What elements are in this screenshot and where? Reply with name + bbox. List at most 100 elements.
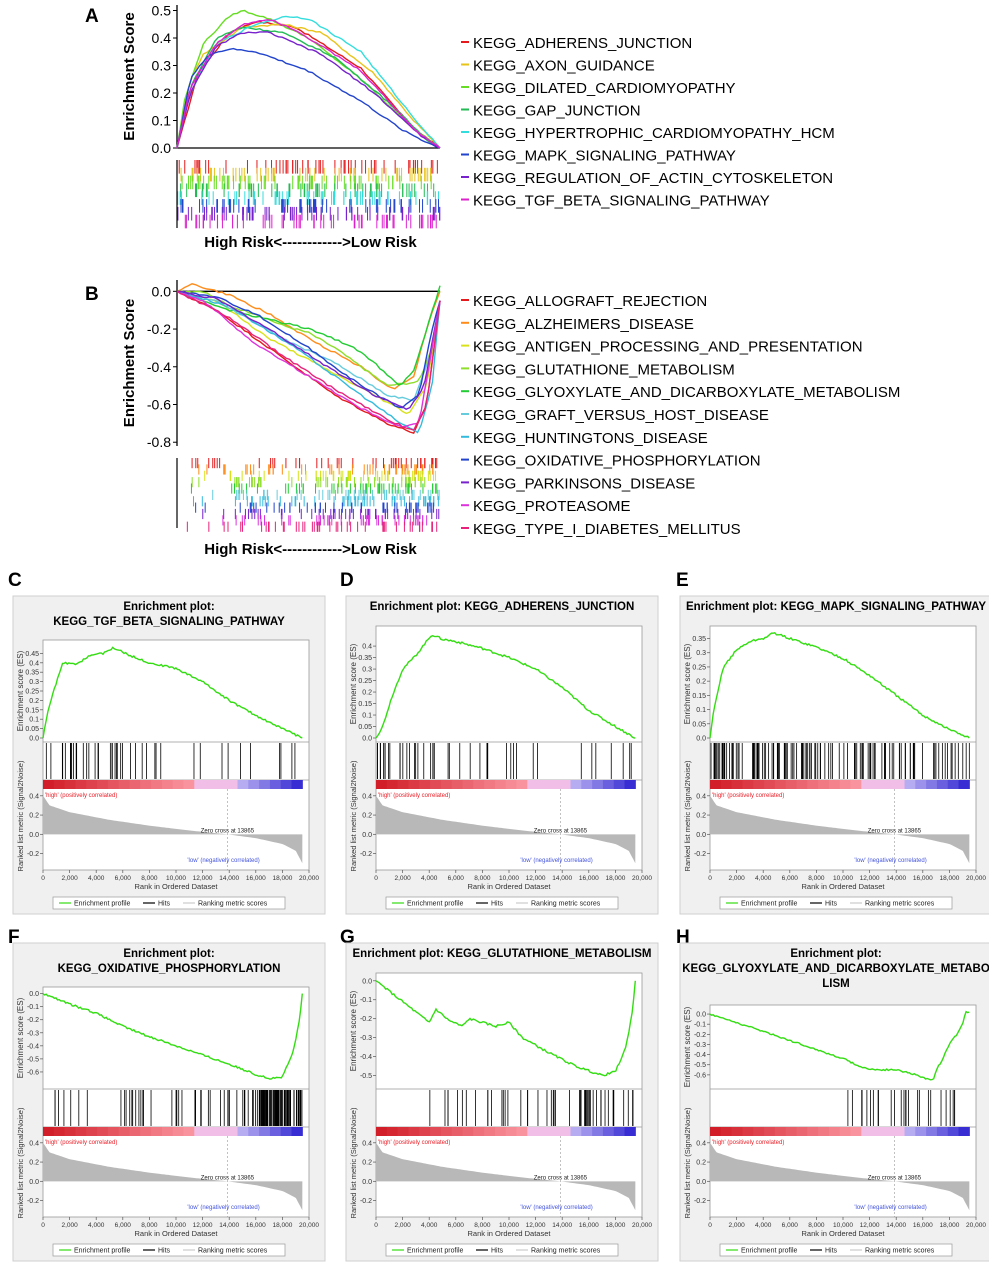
es-axis-label: Enrichment score (ES) bbox=[683, 643, 692, 724]
es-tick-label: 0.15 bbox=[692, 693, 706, 700]
y-tick-label: -0.6 bbox=[147, 397, 171, 413]
rank-colour-bar bbox=[613, 1127, 626, 1136]
es-tick-label: -0.2 bbox=[27, 1017, 39, 1024]
zero-cross-label: Zero cross at 13865 bbox=[534, 828, 588, 834]
es-tick-label: -0.6 bbox=[694, 1072, 706, 1079]
x-tick-label: 4,000 bbox=[88, 1222, 105, 1229]
x-tick-label: 8,000 bbox=[808, 875, 825, 882]
x-axis-label: Rank in Ordered Dataset bbox=[468, 1229, 552, 1238]
x-tick-label: 12,000 bbox=[860, 1222, 880, 1229]
legend-entry: KEGG_PROTEASOME bbox=[473, 498, 631, 515]
rank-colour-bar bbox=[118, 1127, 130, 1136]
rank-colour-bar bbox=[936, 780, 949, 789]
legend-entry: Enrichment profile bbox=[407, 901, 464, 908]
x-tick-label: 18,000 bbox=[272, 1222, 292, 1229]
metric-tick-label: 0.4 bbox=[696, 1140, 706, 1147]
legend-entry: KEGG_TGF_BETA_SIGNALING_PATHWAY bbox=[473, 193, 770, 210]
rank-colour-bar bbox=[581, 780, 593, 789]
es-axis-label: Enrichment score (ES) bbox=[349, 990, 358, 1071]
es-tick-label: 0.0 bbox=[362, 978, 372, 985]
rank-colour-bar bbox=[548, 1127, 561, 1136]
series-line-9 bbox=[176, 290, 441, 410]
zero-cross-label: Zero cross at 13865 bbox=[534, 1175, 588, 1181]
plot-title: KEGG_TGF_BETA_SIGNALING_PATHWAY bbox=[53, 616, 285, 628]
x-tick-label: 16,000 bbox=[579, 875, 599, 882]
x-tick-label: 6,000 bbox=[448, 875, 465, 882]
es-tick-label: 0.0 bbox=[29, 736, 39, 743]
es-tick-label: -0.4 bbox=[27, 1043, 39, 1050]
legend-entry: Enrichment profile bbox=[741, 901, 798, 908]
x-tick-label: 16,000 bbox=[246, 875, 266, 882]
low-label: 'low' (negatively correlated) bbox=[854, 858, 926, 864]
metric-tick-label: 0.4 bbox=[362, 1140, 372, 1147]
rank-colour-bar bbox=[516, 1127, 528, 1136]
rank-colour-bar bbox=[505, 780, 517, 789]
x-tick-label: 10,000 bbox=[499, 1222, 519, 1229]
es-tick-label: 0.1 bbox=[362, 713, 372, 720]
series-line-8 bbox=[176, 290, 441, 409]
rank-colour-bar bbox=[129, 780, 141, 789]
es-tick-label: -0.3 bbox=[27, 1030, 39, 1037]
rank-colour-bar bbox=[440, 780, 453, 789]
x-tick-label: 2,000 bbox=[394, 1222, 411, 1229]
x-tick-label: 2,000 bbox=[61, 1222, 78, 1229]
rank-colour-bar bbox=[259, 1127, 271, 1136]
es-tick-label: -0.1 bbox=[694, 1022, 706, 1029]
legend-entry: KEGG_DILATED_CARDIOMYOPATHY bbox=[473, 80, 736, 97]
rank-colour-bar bbox=[785, 1127, 797, 1136]
rank-colour-bar bbox=[958, 780, 970, 789]
rank-colour-bar bbox=[172, 780, 184, 789]
ranking-metric-area bbox=[376, 795, 636, 864]
x-tick-label: 6,000 bbox=[782, 875, 799, 882]
x-axis-label: Rank in Ordered Dataset bbox=[468, 882, 552, 891]
rank-colour-bar bbox=[850, 1127, 862, 1136]
rank-colour-bar bbox=[592, 780, 604, 789]
es-tick-label: 0.05 bbox=[358, 724, 372, 731]
x-tick-label: 14,000 bbox=[552, 1222, 572, 1229]
x-axis-label: Rank in Ordered Dataset bbox=[802, 882, 886, 891]
y-tick-label: -0.2 bbox=[147, 321, 171, 337]
metric-tick-label: 0.2 bbox=[696, 1160, 706, 1167]
metric-axis-label: Ranked list metric (Signal2Noise) bbox=[16, 760, 25, 871]
metric-tick-label: 0.2 bbox=[362, 1160, 372, 1167]
rank-colour-bar bbox=[248, 1127, 260, 1136]
rank-colour-bar bbox=[559, 1127, 572, 1136]
x-tick-label: 4,000 bbox=[755, 1222, 772, 1229]
rank-colour-bar bbox=[97, 1127, 109, 1136]
es-tick-label: 0.3 bbox=[362, 667, 372, 674]
series-line-10 bbox=[176, 290, 441, 428]
rank-colour-bar bbox=[376, 1127, 388, 1136]
metric-tick-label: 0.2 bbox=[362, 813, 372, 820]
rank-colour-bar bbox=[710, 1127, 722, 1136]
es-tick-label: 0.4 bbox=[29, 660, 39, 667]
x-tick-label: 8,000 bbox=[808, 1222, 825, 1229]
rank-colour-bar bbox=[462, 1127, 474, 1136]
rank-colour-bar bbox=[602, 1127, 615, 1136]
es-tick-label: 0.15 bbox=[358, 701, 372, 708]
x-tick-label: 16,000 bbox=[913, 1222, 933, 1229]
metric-tick-label: -0.2 bbox=[360, 1198, 372, 1205]
x-tick-label: 0 bbox=[41, 875, 45, 882]
es-tick-label: -0.6 bbox=[27, 1069, 39, 1076]
enrichment-profile bbox=[375, 635, 636, 739]
low-label: 'low' (negatively correlated) bbox=[520, 1205, 592, 1211]
series-line-1 bbox=[176, 290, 441, 435]
x-tick-label: 10,000 bbox=[499, 875, 519, 882]
rank-colour-bar bbox=[53, 1127, 66, 1136]
low-label: 'low' (negatively correlated) bbox=[187, 858, 259, 864]
es-tick-label: -0.5 bbox=[27, 1056, 39, 1063]
x-tick-label: 20,000 bbox=[632, 875, 652, 882]
legend-entry: Hits bbox=[825, 901, 838, 908]
rank-colour-bar bbox=[237, 1127, 249, 1136]
rank-colour-bar bbox=[915, 780, 927, 789]
es-tick-label: 0.0 bbox=[696, 1012, 706, 1019]
rank-colour-bar bbox=[226, 1127, 239, 1136]
es-axis-label: Enrichment score (ES) bbox=[349, 643, 358, 724]
rank-colour-bar bbox=[785, 780, 797, 789]
rank-colour-bar bbox=[742, 1127, 754, 1136]
x-tick-label: 0 bbox=[374, 1222, 378, 1229]
metric-tick-label: 0.4 bbox=[696, 793, 706, 800]
legend-entry: Ranking metric scores bbox=[198, 901, 268, 908]
x-tick-label: 2,000 bbox=[728, 1222, 745, 1229]
es-tick-label: 0.25 bbox=[25, 689, 39, 696]
